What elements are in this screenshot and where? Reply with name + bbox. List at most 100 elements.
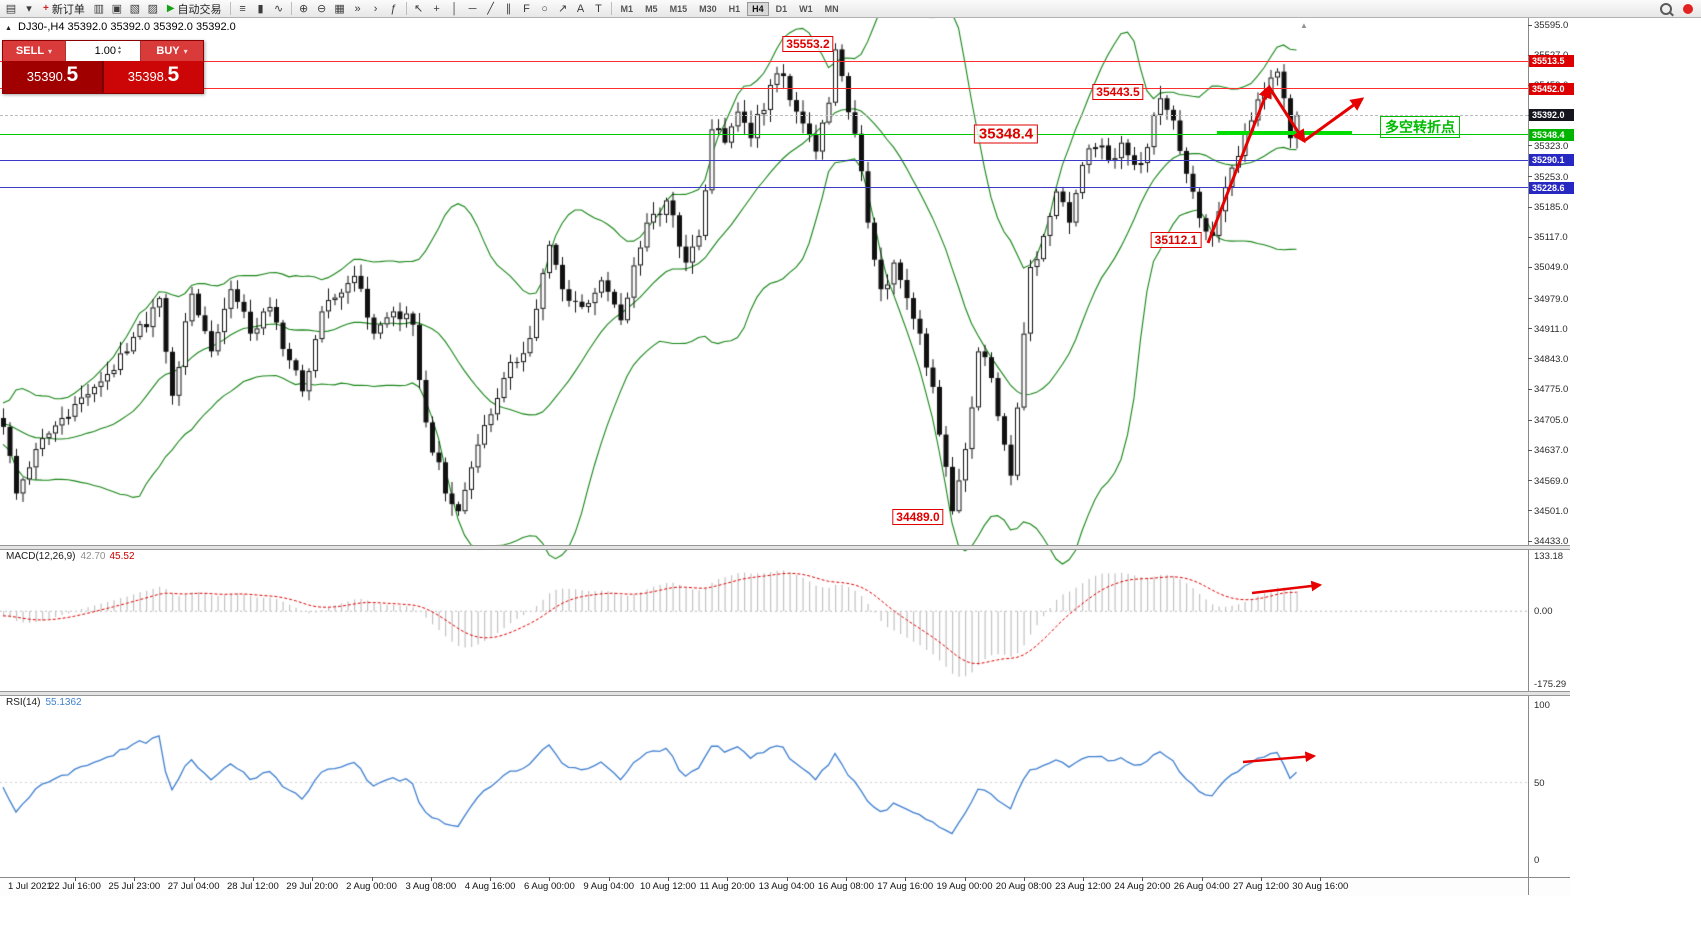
navigator-icon[interactable]: ▧	[129, 3, 141, 15]
time-tick	[312, 877, 314, 881]
price-tick-label: 34569.0	[1534, 475, 1569, 487]
tile-windows-icon[interactable]: ▦	[334, 3, 345, 15]
timeframe-button-M15[interactable]: M15	[669, 3, 688, 14]
price-level-line[interactable]	[0, 60, 1528, 62]
window-list-icon[interactable]: ▾	[26, 3, 32, 15]
price-tick	[1528, 358, 1532, 360]
price-tick	[1528, 419, 1532, 421]
fibonacci-icon[interactable]: F	[523, 2, 530, 15]
volume-input[interactable]	[66, 45, 118, 57]
chart-shift-marker: ▲	[1300, 21, 1308, 30]
price-tick	[1528, 449, 1532, 451]
notification-badge[interactable]	[1683, 3, 1693, 14]
pivot-highlight-line[interactable]	[1217, 130, 1352, 135]
price-tick-label: 35253.0	[1534, 171, 1569, 183]
time-label: 29 Jul 20:00	[286, 881, 339, 892]
buy-button[interactable]: BUY ▾	[141, 41, 203, 61]
panel-separator-macd[interactable]	[0, 545, 1570, 550]
rsi-name: RSI(14)	[6, 697, 41, 708]
volume-field[interactable]: ▴▾	[65, 41, 141, 61]
zoom-out-icon[interactable]: ⊖	[316, 3, 327, 15]
annotation-pivot-text[interactable]: 多空转折点	[1380, 116, 1460, 138]
zoom-in-icon[interactable]: ⊕	[298, 3, 309, 15]
price-level-line[interactable]	[0, 159, 1528, 161]
time-tick	[964, 877, 966, 881]
auto-scroll-icon[interactable]: »	[354, 2, 361, 15]
annotation-price-35112.1[interactable]: 35112.1	[1150, 232, 1202, 248]
price-tick	[1528, 266, 1532, 268]
annotation-price-34489.0[interactable]: 34489.0	[892, 509, 944, 525]
panel-separator-rsi[interactable]	[0, 691, 1570, 696]
timeframe-button-M1[interactable]: M1	[620, 3, 634, 14]
price-tick	[1528, 24, 1532, 26]
timeframe-button-M5[interactable]: M5	[645, 3, 658, 14]
chart-shift-icon[interactable]: ›	[373, 2, 378, 15]
price-tag: 35513.5	[1529, 55, 1574, 68]
timeframe-button-M30[interactable]: M30	[699, 3, 717, 14]
time-tick	[490, 877, 492, 881]
new-order-button[interactable]: + 新订单	[38, 1, 90, 17]
sell-dropdown-icon[interactable]: ▾	[48, 46, 53, 56]
toolbar-separator	[405, 2, 407, 15]
timeframe-button-MN[interactable]: MN	[824, 3, 839, 14]
time-label: 26 Aug 04:00	[1173, 881, 1230, 892]
toolbar: ▤ ▾ + 新订单 ▥ ▣ ▧ ▨ ▶ 自动交易 ≡ ▮ ∿ ⊕ ⊖ ▦ » › ƒ ↖ + │ ─ ╱ ∥ F ○ ↗ A T M1 M5 M…	[0, 0, 1701, 18]
sell-label: SELL	[15, 45, 45, 57]
market-watch-icon[interactable]: ▥	[93, 3, 105, 15]
candlestick-chart-icon[interactable]: ▮	[257, 3, 264, 15]
annotation-price-35348.4[interactable]: 35348.4	[973, 124, 1039, 144]
sell-price-button[interactable]: 35390. 5	[3, 61, 102, 93]
new-order-button-icon: +	[43, 3, 49, 14]
ohlc-text: DJ30-,H4 35392.0 35392.0 35392.0 35392.0	[18, 21, 236, 33]
text-label-icon[interactable]: T	[595, 2, 602, 15]
spin-up-icon[interactable]: ▴	[118, 45, 122, 51]
annotation-price-35553.2[interactable]: 35553.2	[782, 36, 834, 52]
price-level-line[interactable]	[0, 88, 1528, 89]
time-tick	[549, 877, 551, 881]
buy-dropdown-icon[interactable]: ▾	[183, 46, 188, 56]
bar-chart-icon[interactable]: ≡	[239, 2, 246, 15]
timeframe-button-W1[interactable]: W1	[799, 3, 813, 14]
timeframe-button-D1[interactable]: D1	[775, 3, 788, 14]
cursor-icon[interactable]: ↖	[413, 3, 424, 15]
time-axis[interactable]	[0, 877, 1570, 896]
timeframe-button-H1[interactable]: H1	[728, 3, 741, 14]
horizontal-line-icon[interactable]: ─	[468, 2, 477, 15]
time-tick	[75, 877, 76, 881]
indicators-icon[interactable]: ƒ	[390, 2, 397, 15]
arrow-tool-icon[interactable]: ↗	[557, 3, 568, 15]
vertical-line-icon[interactable]: │	[451, 2, 458, 15]
shapes-icon[interactable]: ○	[541, 2, 548, 15]
price-level-line[interactable]	[0, 187, 1528, 189]
autotrade-button[interactable]: ▶ 自动交易	[162, 1, 227, 17]
price-tick-label: 34775.0	[1534, 384, 1569, 396]
rsi-scale-label: 0	[1534, 855, 1540, 866]
price-tag: 35290.1	[1529, 154, 1574, 167]
symbol-marker-icon: ▲	[5, 25, 12, 32]
time-label: 17 Aug 16:00	[877, 881, 934, 892]
search-icon[interactable]	[1657, 1, 1675, 17]
buy-price-button[interactable]: 35398. 5	[104, 61, 203, 93]
annotation-price-35443.5[interactable]: 35443.5	[1092, 84, 1144, 100]
volume-spinner[interactable]: ▴ ▾	[118, 45, 122, 56]
price-level-line[interactable]	[0, 134, 1528, 135]
terminal-icon[interactable]: ▨	[147, 3, 159, 15]
trendline-icon[interactable]: ╱	[487, 3, 494, 15]
line-chart-icon[interactable]: ∿	[273, 3, 284, 15]
channel-icon[interactable]: ∥	[505, 3, 512, 15]
new-chart-icon[interactable]: ▤	[5, 3, 17, 15]
text-tool-icon[interactable]: A	[576, 2, 585, 15]
data-window-icon[interactable]: ▣	[111, 3, 123, 15]
price-tick-label: 35117.0	[1534, 232, 1568, 244]
time-label: 2 Aug 00:00	[346, 881, 397, 892]
buy-label: BUY	[156, 45, 180, 57]
price-tag: 35228.6	[1529, 181, 1574, 194]
time-label: 10 Aug 12:00	[640, 881, 696, 892]
macd-scale-label: 133.18	[1534, 551, 1564, 562]
crosshair-icon[interactable]: +	[433, 2, 440, 15]
spin-down-icon[interactable]: ▾	[118, 50, 122, 56]
timeframe-button-H4[interactable]: H4	[747, 1, 769, 16]
price-tick	[1528, 145, 1532, 147]
sell-button[interactable]: SELL ▾	[3, 41, 65, 61]
